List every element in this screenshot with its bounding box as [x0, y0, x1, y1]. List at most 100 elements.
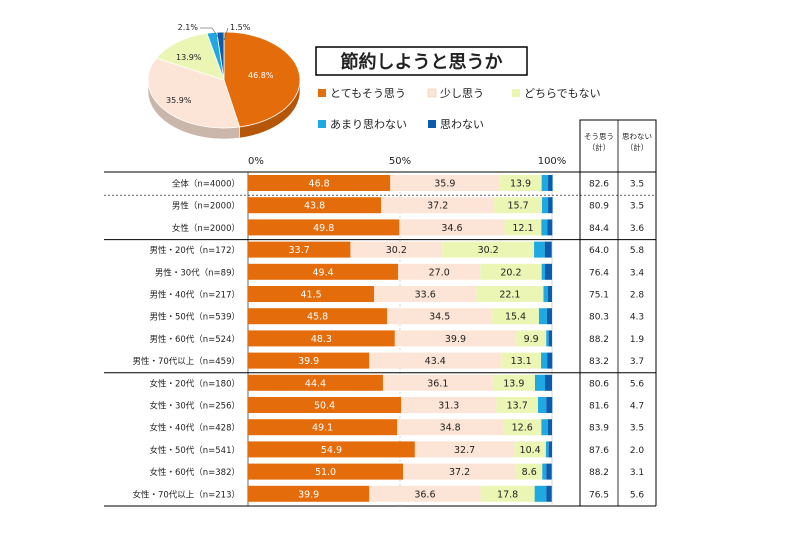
bar-segment-0-4 — [548, 175, 553, 191]
bar-value-label-9-0: 44.4 — [305, 378, 326, 389]
summary-header-1: 思わない（計） — [622, 132, 652, 152]
bar-segment-11-3 — [541, 419, 548, 436]
bar-segment-11-2 — [503, 419, 542, 436]
bar-value-label-11-1: 34.8 — [440, 423, 461, 434]
bar-segment-4-4 — [545, 263, 552, 280]
pie-label-4: 1.5% — [230, 23, 251, 32]
bar-segment-8-2 — [501, 352, 542, 369]
row-label-6: 男性・50代（n=539） — [149, 312, 240, 323]
bar-value-label-0-1: 35.9 — [434, 179, 455, 190]
row-label-13: 女性・60代（n=382） — [149, 467, 240, 478]
bar-segment-0-2 — [499, 175, 542, 191]
bar-value-label-10-2: 13.7 — [507, 401, 528, 412]
disagree-total-5: 2.8 — [630, 291, 645, 301]
bar-segment-13-0 — [248, 463, 404, 480]
agree-total-9: 80.6 — [589, 379, 609, 389]
agree-total-14: 76.5 — [589, 490, 609, 500]
legend-label-3: あまり思わない — [330, 118, 407, 131]
bar-segment-12-1 — [414, 441, 515, 458]
row-label-4: 男性・30代（n=89） — [155, 267, 240, 278]
bar-value-label-8-0: 39.9 — [298, 356, 319, 367]
disagree-total-2: 3.6 — [630, 224, 645, 234]
bar-segment-2-0 — [248, 219, 400, 236]
disagree-total-4: 3.4 — [630, 268, 645, 278]
legend-swatch-3 — [318, 120, 326, 128]
legend-label-2: どちらでもない — [524, 87, 601, 100]
legend-swatch-2 — [512, 89, 520, 97]
agree-total-1: 80.9 — [589, 202, 609, 212]
bar-value-label-9-2: 13.9 — [503, 378, 524, 389]
bar-segment-7-3 — [546, 330, 549, 347]
bar-segment-10-3 — [538, 397, 547, 413]
disagree-total-14: 5.6 — [630, 490, 645, 500]
agree-total-5: 75.1 — [589, 291, 609, 301]
bar-value-label-4-0: 49.4 — [313, 267, 334, 278]
bar-value-label-5-2: 22.1 — [499, 290, 520, 301]
pie-label-2: 13.9% — [176, 53, 202, 62]
disagree-total-1: 3.5 — [630, 202, 644, 212]
bar-segment-12-4 — [548, 441, 552, 458]
bar-segment-2-2 — [504, 219, 542, 236]
bar-segment-7-4 — [548, 330, 552, 347]
pie-label-1: 35.9% — [166, 96, 192, 105]
row-label-10: 女性・30代（n=256） — [149, 401, 240, 412]
row-label-8: 男性・70代以上（n=459） — [132, 356, 240, 367]
bar-segment-4-1 — [398, 263, 481, 280]
bar-value-label-13-1: 37.2 — [449, 467, 470, 478]
bar-segment-14-2 — [480, 485, 535, 502]
summary-header-line: そう思う — [584, 132, 614, 141]
bar-segment-5-0 — [248, 286, 375, 302]
bar-value-label-7-0: 48.3 — [311, 334, 332, 345]
agree-total-12: 87.6 — [589, 446, 609, 456]
bar-value-label-11-0: 49.1 — [312, 423, 333, 434]
bar-value-label-6-0: 45.8 — [307, 312, 328, 323]
pie-slice-1 — [147, 57, 241, 129]
bar-segment-6-2 — [492, 308, 539, 325]
bar-value-label-3-1: 30.2 — [386, 245, 407, 256]
bar-segment-7-1 — [394, 330, 517, 347]
agree-total-10: 81.6 — [589, 402, 609, 412]
bar-value-label-6-2: 15.4 — [505, 312, 526, 323]
bar-value-label-2-1: 34.6 — [441, 223, 462, 234]
legend-swatch-4 — [428, 120, 436, 128]
bar-segment-9-2 — [492, 374, 535, 391]
disagree-total-8: 3.7 — [630, 357, 644, 367]
agree-total-11: 83.9 — [589, 424, 609, 434]
bar-segment-5-2 — [476, 286, 544, 302]
legend-swatch-0 — [318, 89, 326, 97]
row-label-3: 男性・20代（n=172） — [149, 245, 240, 256]
bar-value-label-14-1: 36.6 — [414, 489, 435, 500]
bar-segment-11-4 — [547, 419, 552, 436]
bar-value-label-10-1: 31.3 — [438, 401, 459, 412]
disagree-total-6: 4.3 — [630, 313, 644, 323]
summary-header-0: そう思う（計） — [584, 132, 614, 152]
bar-segment-3-4 — [544, 241, 552, 258]
bar-segment-10-1 — [401, 397, 497, 413]
bar-value-label-5-0: 41.5 — [301, 290, 322, 301]
bar-segment-3-2 — [442, 241, 535, 258]
bar-segment-3-3 — [534, 241, 545, 258]
bar-segment-4-2 — [480, 263, 542, 280]
bar-segment-14-3 — [534, 485, 547, 502]
row-label-14: 女性・70代以上（n=213） — [132, 489, 240, 500]
bar-segment-8-3 — [541, 352, 548, 369]
disagree-total-12: 2.0 — [630, 446, 645, 456]
row-label-0: 全体（n=4000） — [172, 179, 240, 190]
chart-title: 節約しようと思うか — [341, 51, 503, 73]
agree-total-8: 83.2 — [589, 357, 609, 367]
pie-leader-line — [211, 27, 221, 41]
pie-label-3: 2.1% — [178, 23, 199, 32]
pie-leader-line — [223, 27, 229, 41]
row-label-11: 女性・40代（n=428） — [149, 423, 240, 434]
bar-value-label-1-2: 15.7 — [508, 201, 529, 212]
bar-segment-3-1 — [350, 241, 443, 258]
bar-segment-11-1 — [397, 419, 504, 436]
bar-segment-0-0 — [248, 175, 391, 191]
bar-value-label-11-2: 12.6 — [512, 423, 533, 434]
bar-segment-14-4 — [546, 485, 552, 502]
summary-header-line: （計） — [626, 142, 649, 152]
bar-segment-14-1 — [369, 485, 481, 502]
bar-segment-2-3 — [541, 219, 548, 236]
bar-segment-5-4 — [547, 286, 552, 302]
